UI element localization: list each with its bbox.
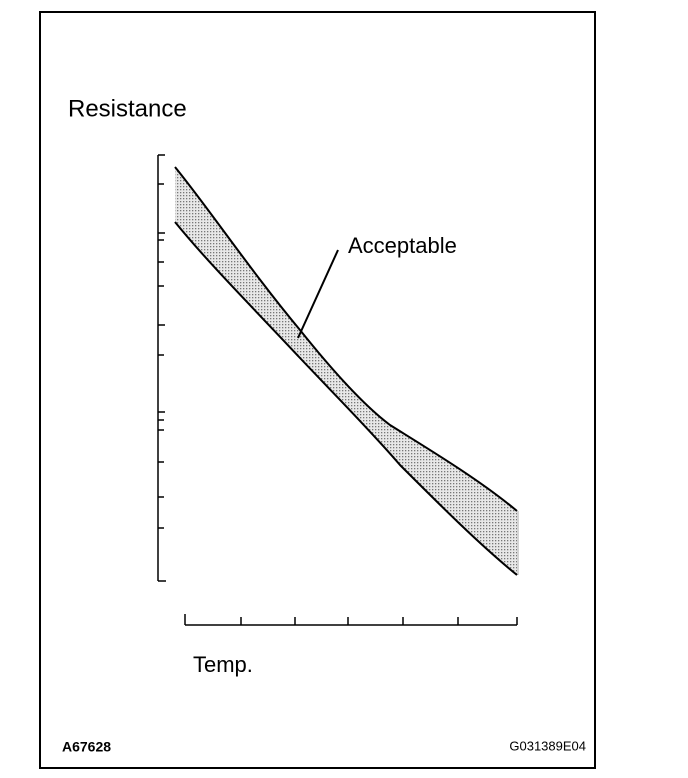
figure-code: G031389E04 xyxy=(509,738,586,753)
x-axis-label: Temp. xyxy=(193,652,253,677)
leader-line xyxy=(297,249,339,339)
lower-limit-curve xyxy=(174,221,518,576)
x-axis xyxy=(184,614,518,626)
upper-limit-curve xyxy=(174,166,518,512)
band-label: Acceptable xyxy=(348,233,457,258)
frame xyxy=(39,11,596,769)
acceptable-band xyxy=(175,167,517,575)
y-axis xyxy=(157,154,166,582)
figure-id: A67628 xyxy=(62,739,111,755)
y-axis-label: Resistance xyxy=(68,95,187,122)
